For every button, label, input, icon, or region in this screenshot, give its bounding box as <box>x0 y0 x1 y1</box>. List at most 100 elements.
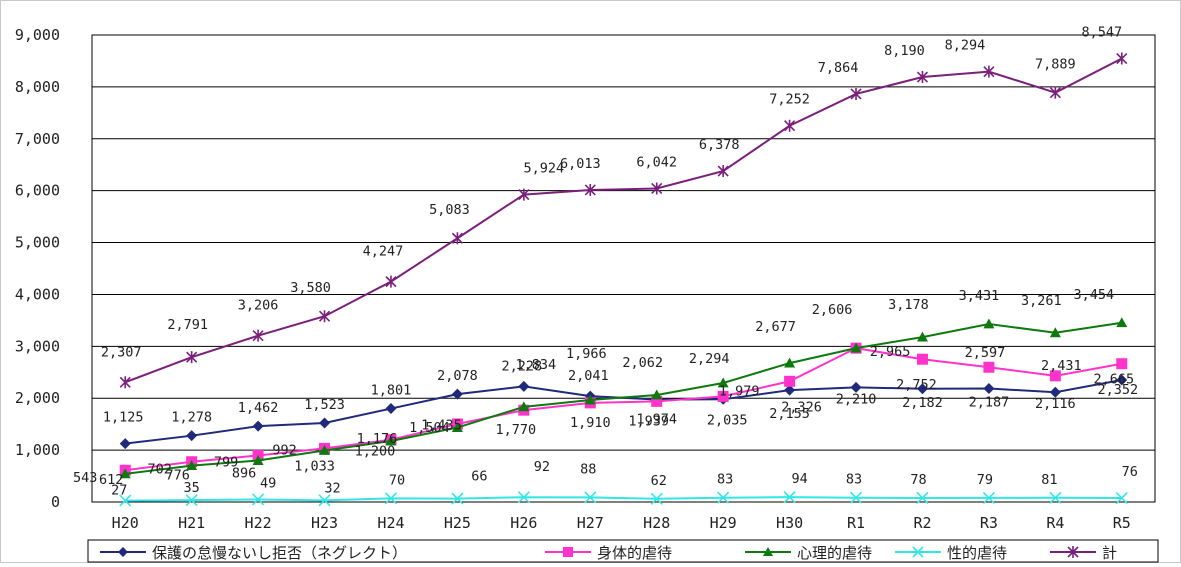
data-label: 2,965 <box>870 344 911 360</box>
series-layer <box>119 52 1128 507</box>
y-tick-label: 8,000 <box>15 78 60 96</box>
data-point <box>119 438 131 450</box>
legend-label: 心理的虐待 <box>797 544 872 562</box>
data-point <box>717 377 729 388</box>
data-label: 27 <box>111 483 127 499</box>
data-label: 2,431 <box>1041 358 1082 374</box>
series-3 <box>119 317 1128 479</box>
data-point <box>1049 327 1061 338</box>
data-point <box>119 494 132 507</box>
data-point <box>1049 386 1061 398</box>
data-label: 799 <box>214 455 238 471</box>
data-point <box>252 493 265 506</box>
data-point <box>451 492 464 505</box>
data-point <box>385 435 397 446</box>
data-label: 2,606 <box>812 302 853 318</box>
legend-item: 心理的虐待 <box>745 544 872 562</box>
data-label: 1,278 <box>171 410 212 426</box>
x-axis: H20 H21 H22 H23 H24 H25 H26 H27 H28 H29 H30 R1 R2 R3 R… <box>112 514 1131 532</box>
data-label: 7,889 <box>1035 57 1076 73</box>
data-label: 2,210 <box>836 391 877 407</box>
data-label: 94 <box>791 471 807 487</box>
data-label: 6,378 <box>699 137 740 153</box>
plot-area <box>91 34 1156 503</box>
data-label: 2,677 <box>755 319 796 335</box>
legend-item: 計 <box>1050 544 1117 562</box>
legend-marker <box>912 546 924 558</box>
data-label: 1,033 <box>294 458 335 474</box>
data-point <box>451 388 463 400</box>
series-line <box>125 496 1122 502</box>
legend-marker <box>1067 546 1079 558</box>
data-label: 76 <box>1122 464 1138 480</box>
data-label: 2,155 <box>769 406 810 422</box>
data-point <box>1049 491 1062 504</box>
data-labels-layer: 1,125 1,278 1,462 1,523 1,801 2,078 2,228 2,041… <box>73 25 1138 499</box>
data-label: 3,261 <box>1021 293 1062 309</box>
data-label: 66 <box>471 469 487 485</box>
data-label: 6,013 <box>560 156 601 172</box>
legend-label: 計 <box>1102 544 1117 562</box>
data-label: 543 <box>73 470 97 486</box>
data-point <box>518 401 530 412</box>
data-point <box>784 375 796 387</box>
data-point <box>850 87 862 100</box>
data-label: 1,125 <box>103 410 144 426</box>
data-label: 1,834 <box>516 357 557 373</box>
data-point <box>651 182 663 195</box>
data-point <box>185 494 198 507</box>
data-label: 3,454 <box>1073 287 1114 303</box>
data-label: 49 <box>260 475 276 491</box>
data-label: 2,307 <box>101 344 142 360</box>
data-label: 7,252 <box>769 92 810 108</box>
data-label: 3,206 <box>238 298 279 314</box>
data-label: 1,974 <box>636 412 677 428</box>
data-label: 79 <box>977 472 993 488</box>
data-point <box>717 491 730 504</box>
data-label: 3,431 <box>959 288 1000 304</box>
data-label: 83 <box>846 472 862 488</box>
y-tick-label: 6,000 <box>15 182 60 200</box>
x-tick-label: H27 <box>577 514 604 532</box>
data-point <box>119 468 131 479</box>
data-label: 2,078 <box>437 368 478 384</box>
data-label: 78 <box>910 472 926 488</box>
data-label: 2,116 <box>1035 396 1076 412</box>
legend-label: 性的虐待 <box>947 544 1007 562</box>
data-label: 8,547 <box>1081 25 1122 41</box>
legend-marker <box>118 547 128 557</box>
data-label: 5,083 <box>429 202 470 218</box>
data-label: 3,580 <box>290 280 331 296</box>
data-label: 2,228 <box>502 358 543 374</box>
data-point <box>319 417 331 429</box>
data-label: 2,352 <box>1097 382 1138 398</box>
data-label: 1,200 <box>355 444 396 460</box>
data-label: 2,182 <box>902 395 943 411</box>
series-5 <box>119 52 1128 389</box>
data-label: 1,966 <box>566 346 607 362</box>
y-tick-label: 5,000 <box>15 234 60 252</box>
data-label: 62 <box>651 473 667 489</box>
data-label: 2,187 <box>969 395 1010 411</box>
data-point <box>186 460 198 470</box>
data-label: 896 <box>232 466 256 482</box>
grid-layer <box>91 34 1156 503</box>
y-tick-label: 3,000 <box>15 337 60 355</box>
legend-item: 性的虐待 <box>895 544 1007 562</box>
data-label: 3,178 <box>888 297 929 313</box>
data-point <box>983 65 995 78</box>
data-label: 35 <box>184 480 200 496</box>
data-point <box>451 422 463 432</box>
data-point <box>983 383 995 395</box>
series-line <box>125 347 1122 472</box>
x-tick-label: H30 <box>776 514 803 532</box>
x-tick-label: R2 <box>913 514 931 532</box>
data-point <box>1115 491 1128 505</box>
data-point <box>983 361 995 373</box>
data-label: 776 <box>165 468 189 484</box>
data-point <box>784 357 796 368</box>
data-point <box>186 430 198 442</box>
